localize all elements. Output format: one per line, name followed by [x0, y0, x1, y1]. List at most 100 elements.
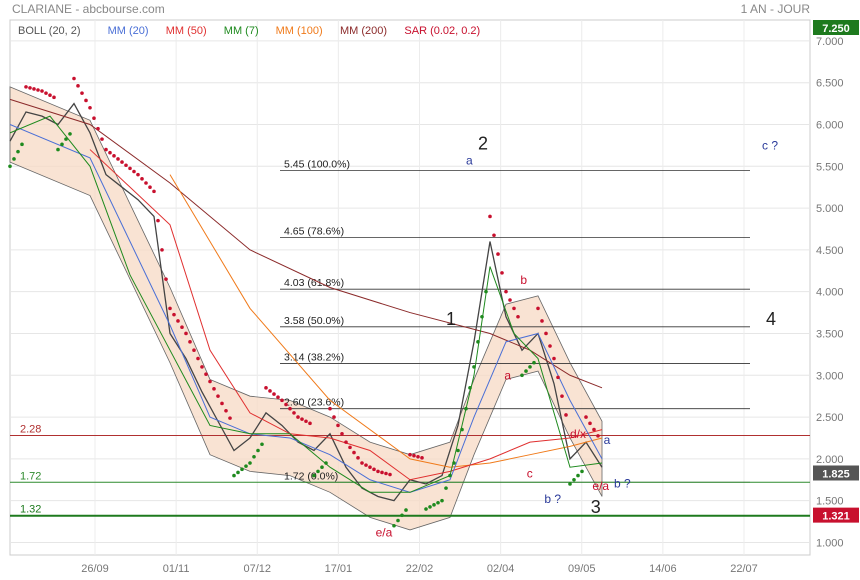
sar-dot — [444, 486, 448, 490]
sar-dot — [344, 440, 348, 444]
legend-item: MM (7) — [224, 25, 259, 37]
sar-dot — [32, 87, 36, 91]
sar-dot — [16, 149, 20, 154]
level-label: 1.32 — [20, 504, 41, 516]
sar-dot — [312, 473, 316, 478]
sar-dot — [372, 467, 376, 472]
sar-dot — [404, 508, 408, 512]
sar-dot — [536, 306, 540, 311]
sar-dot — [540, 319, 544, 323]
sar-dot — [252, 454, 256, 459]
sar-dot — [112, 154, 116, 158]
sar-dot — [256, 448, 260, 453]
wave-label: 3 — [591, 497, 601, 517]
sar-dot — [588, 421, 592, 426]
y-tick-label: 3.500 — [816, 328, 844, 340]
sar-dot — [496, 252, 500, 256]
sar-dot — [336, 423, 340, 428]
sar-dot — [488, 214, 492, 219]
sar-dot — [368, 465, 372, 470]
y-tick-label: 5.000 — [816, 203, 844, 215]
legend-item: BOLL (20, 2) — [18, 25, 81, 37]
series-line — [89, 149, 603, 481]
fib-label: 2.60 (23.6%) — [284, 397, 344, 409]
fib-label: 4.65 (78.6%) — [284, 225, 344, 237]
sar-dot — [84, 98, 88, 103]
sar-dot — [592, 427, 596, 432]
price-tag-value: 7.250 — [822, 23, 850, 35]
y-tick-label: 4.000 — [816, 287, 844, 299]
sar-dot — [72, 76, 76, 81]
sar-dot — [572, 477, 576, 482]
sar-dot — [92, 116, 96, 121]
sar-dot — [472, 365, 476, 369]
wave-label: a — [466, 154, 473, 168]
sar-dot — [528, 365, 532, 369]
y-tick-label: 1.500 — [816, 496, 844, 508]
sar-dot — [500, 271, 504, 275]
sar-dot — [28, 86, 32, 90]
x-tick-label: 17/01 — [325, 563, 353, 575]
level-label: 2.28 — [20, 423, 41, 435]
sar-dot — [176, 319, 180, 323]
sar-dot — [276, 395, 280, 400]
sar-dot — [504, 289, 508, 294]
sar-dot — [568, 482, 572, 486]
sar-dot — [556, 375, 560, 380]
wave-label: e/a — [376, 526, 393, 540]
y-tick-label: 6.500 — [816, 78, 844, 90]
legend-item: MM (200) — [340, 25, 387, 37]
level-label: 1.72 — [20, 470, 41, 482]
sar-dot — [12, 157, 16, 161]
wave-label: b ? — [544, 492, 561, 506]
sar-dot — [512, 306, 516, 311]
sar-dot — [208, 379, 212, 384]
sar-dot — [376, 469, 380, 474]
sar-dot — [576, 473, 580, 478]
sar-dot — [452, 461, 456, 465]
x-tick-label: 09/05 — [568, 563, 596, 575]
sar-dot — [364, 463, 368, 467]
wave-label: d/x — [570, 427, 586, 441]
sar-dot — [140, 177, 144, 181]
bollinger-fill — [9, 86, 603, 531]
sar-dot — [212, 387, 216, 391]
sar-dot — [40, 89, 44, 93]
sar-dot — [200, 365, 204, 369]
sar-dot — [180, 325, 184, 330]
sar-dot — [152, 189, 156, 194]
sar-dot — [508, 298, 512, 302]
sar-dot — [320, 465, 324, 470]
legend-item: SAR (0.02, 0.2) — [404, 25, 480, 37]
series-lines — [9, 98, 603, 502]
sar-dot — [328, 406, 332, 411]
sar-dot — [292, 411, 296, 415]
legend-item: MM (50) — [166, 25, 207, 37]
sar-dot — [268, 389, 272, 393]
sar-dot — [480, 314, 484, 319]
x-tick-label: 22/02 — [406, 563, 434, 575]
sar-dot — [288, 406, 292, 411]
sar-dot — [236, 470, 240, 475]
sar-dot — [492, 233, 496, 238]
fib-label: 3.14 (38.2%) — [284, 352, 344, 364]
wave-label: c — [527, 466, 533, 480]
sar-dot — [244, 464, 248, 468]
sar-dot — [520, 373, 524, 378]
sar-dot — [128, 166, 132, 171]
sar-dot — [460, 427, 464, 432]
sar-dot — [88, 105, 92, 110]
fib-label: 3.58 (50.0%) — [284, 315, 344, 327]
sar-dot — [352, 450, 356, 455]
sar-dot — [316, 469, 320, 474]
sar-dot — [428, 505, 432, 509]
sar-dot — [96, 126, 100, 131]
sar-dot — [304, 419, 308, 424]
sar-dot — [420, 456, 424, 460]
sar-dot — [516, 314, 520, 319]
sar-dot — [192, 348, 196, 352]
sar-dot — [24, 85, 28, 89]
sar-dot — [136, 172, 140, 177]
period-label: 1 AN - JOUR — [741, 2, 811, 16]
sar-dot — [448, 473, 452, 478]
